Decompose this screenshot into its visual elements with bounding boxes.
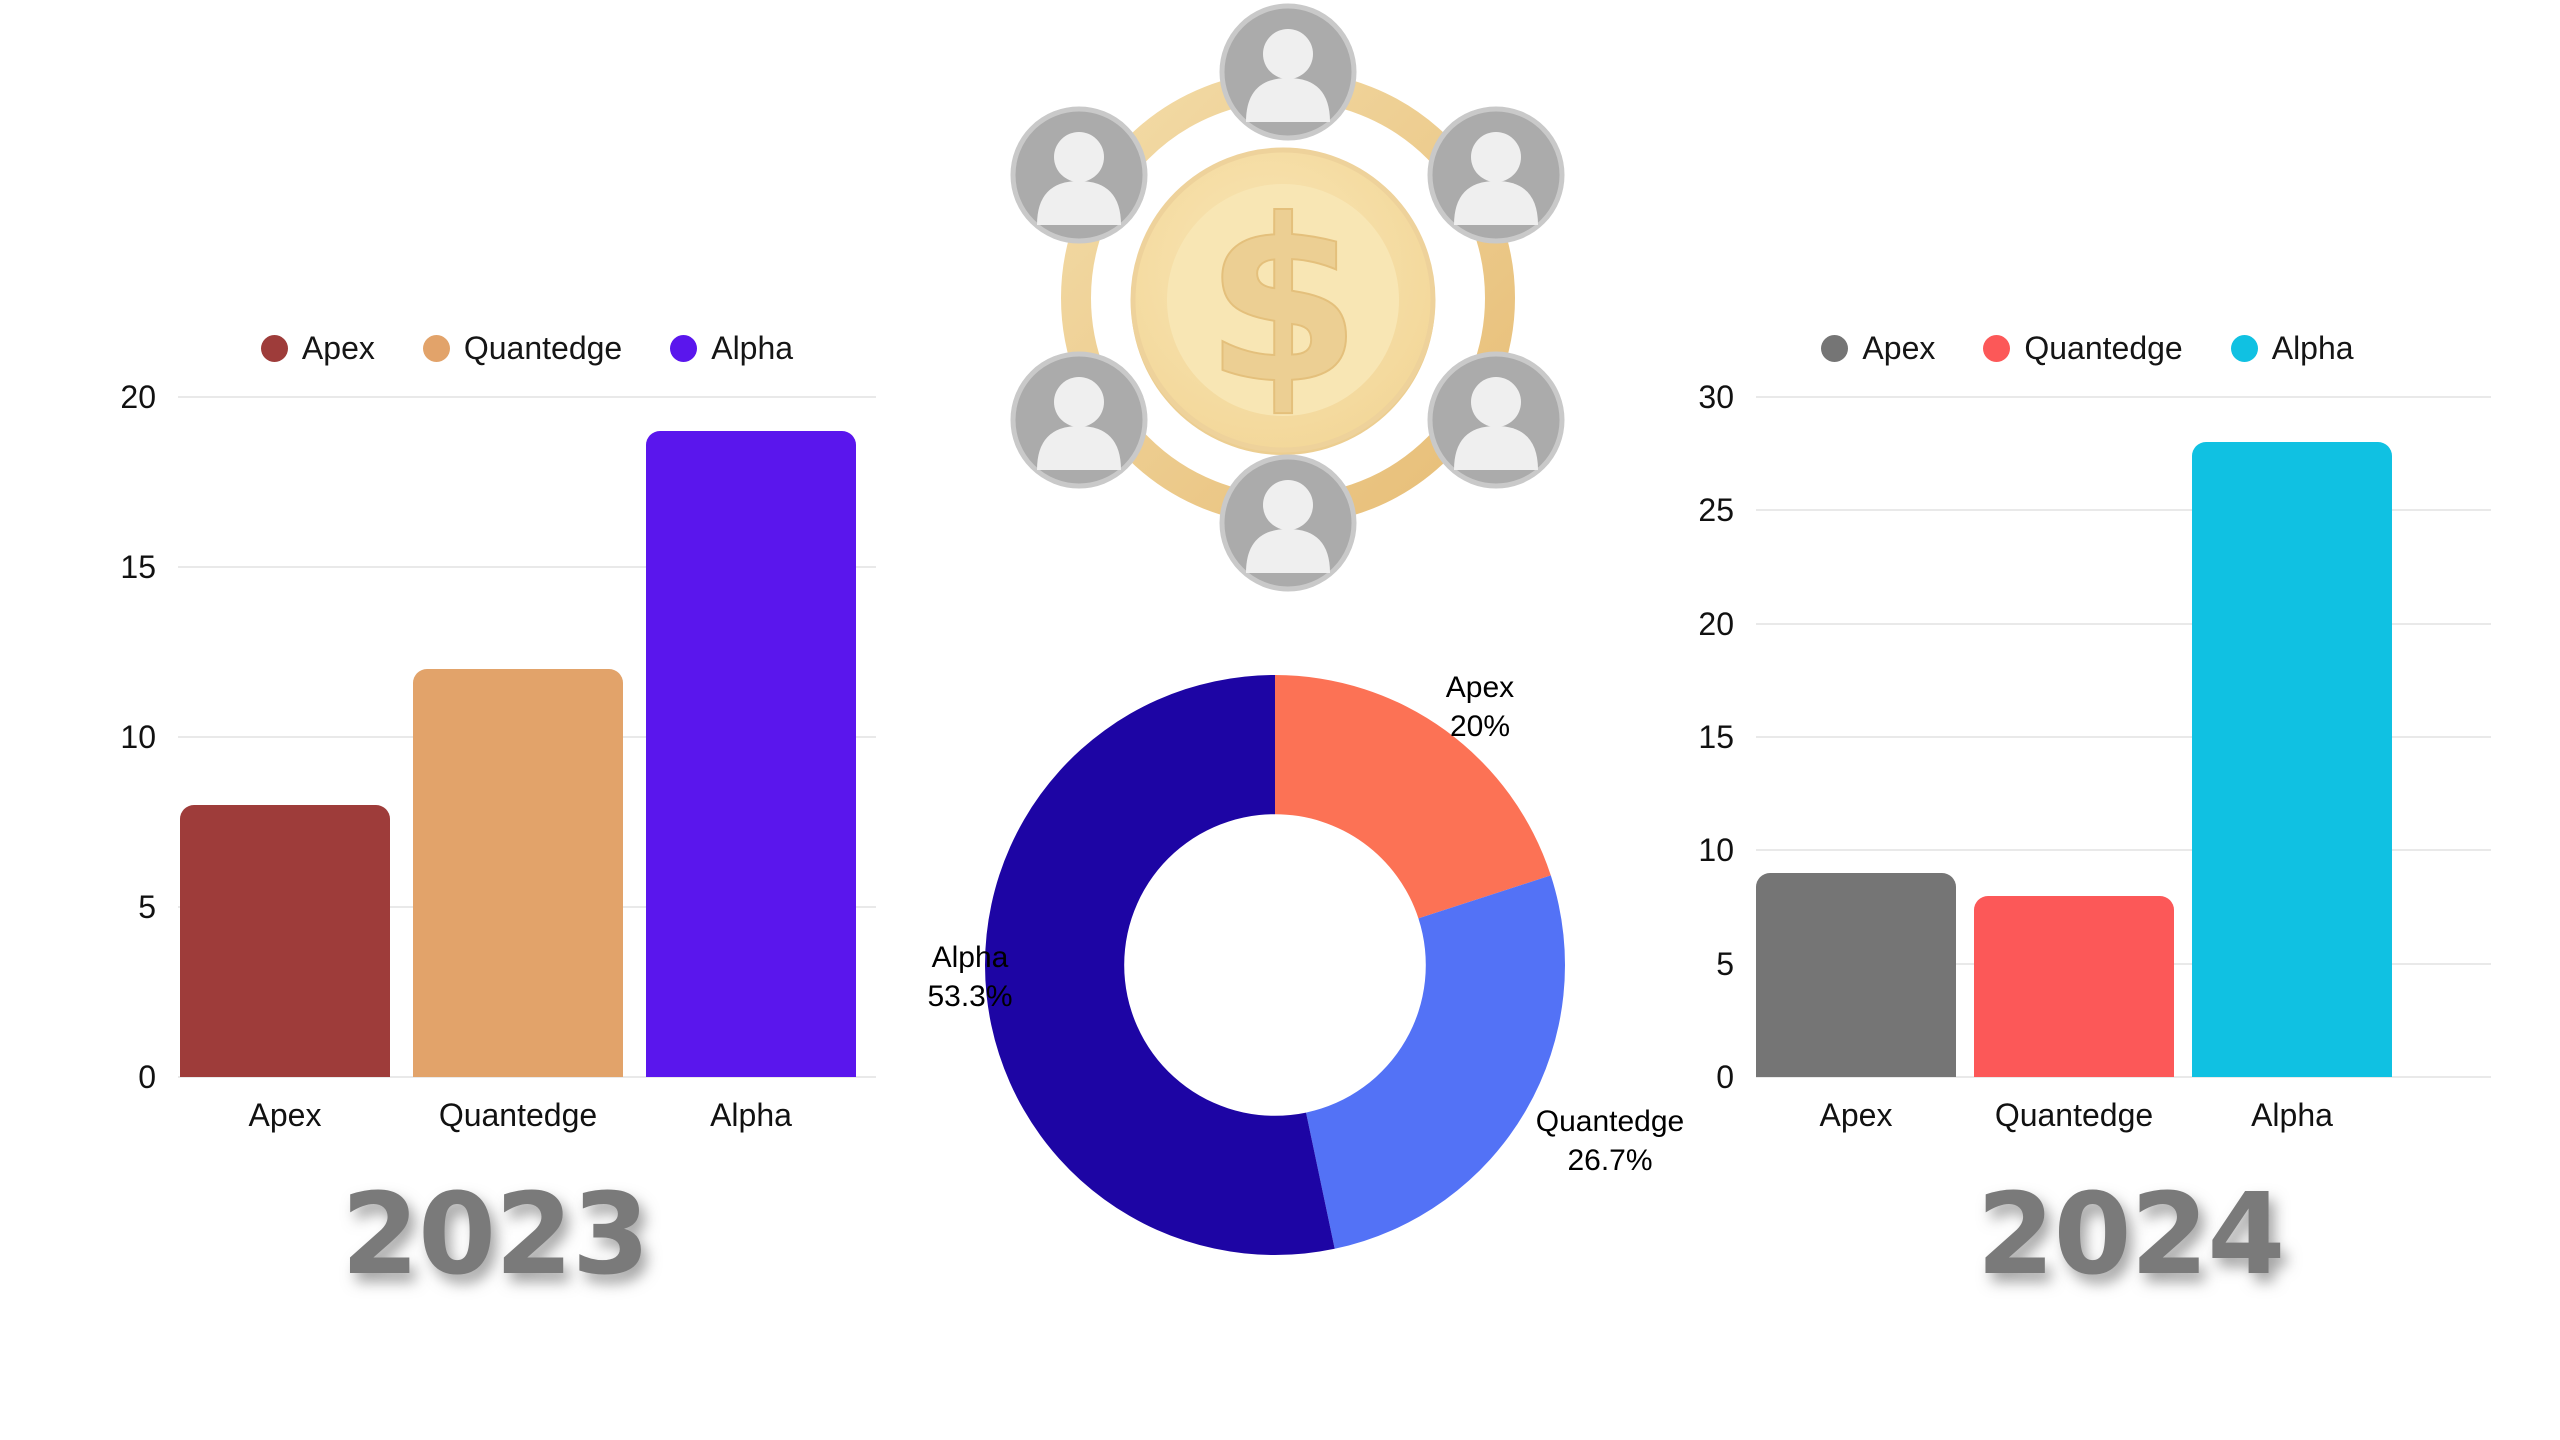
gridline	[1756, 1076, 2491, 1078]
chart-title-2023: 2023	[341, 1170, 650, 1300]
y-tick-label: 30	[1698, 379, 1734, 415]
gridline	[1756, 849, 2491, 852]
y-tick-label: 0	[138, 1059, 156, 1095]
gridline	[1756, 509, 2491, 512]
donut-label-apex-name: Apex	[1445, 671, 1515, 704]
chart-title-2024: 2024	[1976, 1170, 2286, 1300]
legend-dot	[2230, 334, 2258, 362]
donut-label-alpha-pct: 53.3%	[927, 980, 1013, 1013]
dollar-sign-icon: $	[1205, 172, 1362, 434]
legend-dot	[422, 334, 450, 362]
legend-item-apex: Apex	[1821, 330, 1935, 367]
user-icon	[1427, 351, 1565, 489]
legend-item-alpha: Alpha	[670, 330, 793, 367]
bar-quantedge	[1974, 895, 2174, 1077]
gridline	[1756, 622, 2491, 625]
donut-label-quantedge: Quantedge 26.7%	[1495, 1102, 1725, 1180]
dollar-coin-icon: $	[1130, 147, 1436, 455]
x-category-label: Alpha	[2251, 1097, 2333, 1133]
donut-label-alpha-name: Alpha	[931, 941, 1009, 974]
gridline	[1756, 396, 2491, 398]
legend-item-alpha: Alpha	[2230, 329, 2354, 367]
donut-label-apex: Apex 20%	[1385, 668, 1575, 746]
gridline	[1756, 736, 2491, 738]
x-category-label: Apex	[1819, 1097, 1893, 1133]
legend-label: Alpha	[711, 329, 794, 366]
user-icon	[1427, 106, 1565, 244]
x-category-label: Quantedge	[438, 1097, 598, 1133]
legend-dot	[1983, 334, 2011, 362]
plot-2024: 0 5 10 15 20 25 30 Apex Quantedge Alpha	[1698, 379, 2491, 1133]
money-network-icon: $	[1010, 3, 1565, 592]
legend-label: Quantedge	[463, 329, 623, 366]
donut-slice-quantedge	[1306, 875, 1565, 1249]
legend-label: Apex	[1862, 329, 1936, 366]
y-tick-label: 20	[1698, 605, 1734, 642]
legend-item-apex: Apex	[260, 329, 375, 367]
bar-alpha	[646, 431, 856, 1077]
user-icon	[1219, 3, 1357, 141]
bar-apex	[180, 805, 390, 1077]
legend-dot	[260, 334, 288, 362]
user-icon	[1010, 106, 1148, 244]
legend-2024: Apex Quantedge Alpha	[1720, 328, 2455, 368]
legend-item-quantedge: Quantedge	[422, 329, 623, 367]
legend-2023: Apex Quantedge Alpha	[178, 328, 876, 368]
y-tick-label: 10	[120, 719, 156, 755]
plot-2023: 0 5 10 15 20 Apex Quantedge Alpha	[120, 379, 876, 1133]
user-avatars	[1010, 3, 1565, 592]
y-tick-label: 15	[120, 549, 156, 585]
user-icon	[1010, 351, 1148, 489]
legend-dot	[670, 334, 698, 362]
y-tick-label: 5	[138, 889, 156, 925]
bar-alpha	[2192, 442, 2392, 1077]
donut-label-quantedge-name: Quantedge	[1535, 1105, 1685, 1138]
legend-label: Quantedge	[2024, 329, 2183, 366]
y-tick-label: 15	[1698, 719, 1734, 755]
y-tick-label: 20	[120, 379, 156, 415]
donut-label-alpha: Alpha 53.3%	[895, 938, 1045, 1016]
legend-label: Alpha	[2271, 329, 2354, 366]
bar-apex	[1756, 873, 1956, 1077]
legend-label: Apex	[301, 329, 375, 366]
gridline	[178, 396, 876, 398]
legend-dot	[1821, 334, 1849, 362]
y-tick-label: 10	[1698, 832, 1734, 869]
x-category-label: Apex	[248, 1097, 322, 1133]
donut-slice-apex	[1275, 675, 1551, 919]
x-category-label: Quantedge	[1994, 1097, 2154, 1133]
y-tick-label: 0	[1716, 1059, 1734, 1095]
gridline	[178, 566, 876, 568]
x-category-label: Alpha	[710, 1097, 792, 1133]
user-icon	[1219, 454, 1357, 592]
donut-chart	[985, 675, 1565, 1255]
y-tick-label: 25	[1698, 492, 1734, 529]
legend-item-quantedge: Quantedge	[1983, 329, 2183, 367]
donut-label-apex-pct: 20%	[1449, 710, 1511, 743]
gridline	[178, 1076, 876, 1078]
y-tick-label: 5	[1716, 945, 1734, 982]
bar-quantedge	[413, 669, 623, 1077]
donut-label-quantedge-pct: 26.7%	[1567, 1144, 1653, 1177]
donut-slice-alpha	[985, 675, 1335, 1255]
